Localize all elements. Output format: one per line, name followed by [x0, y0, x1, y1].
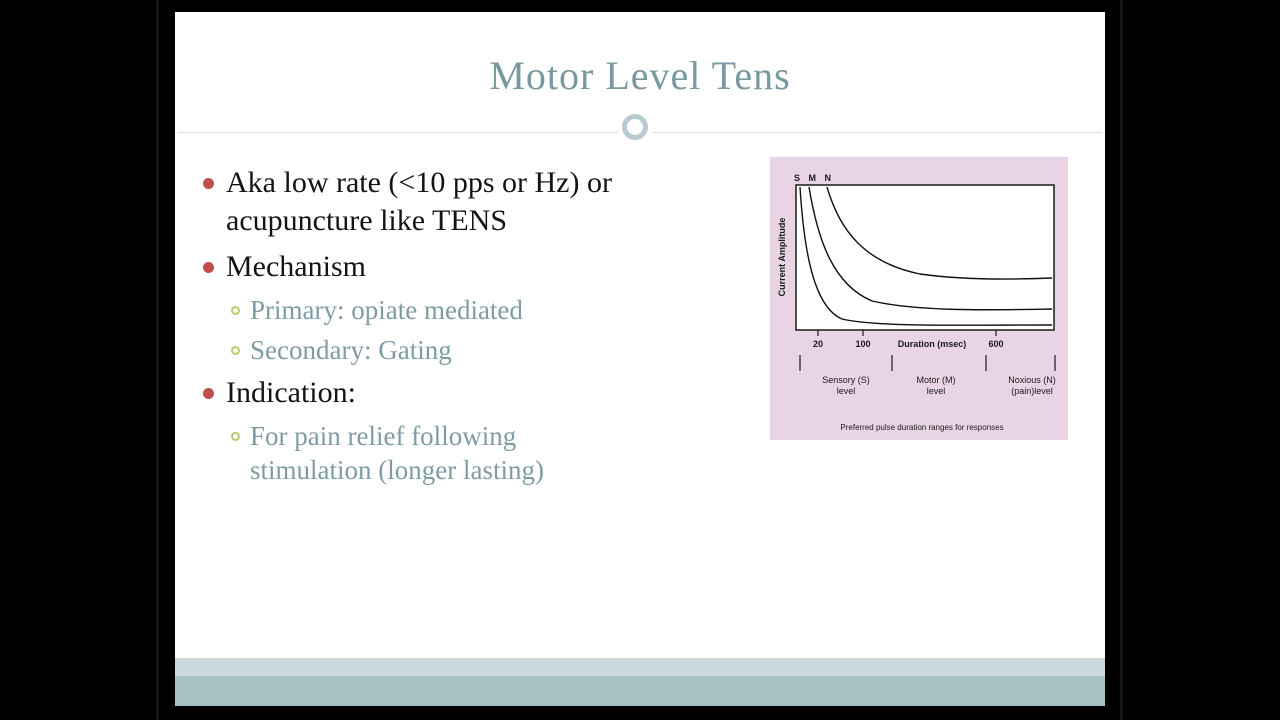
strength-duration-figure: S M N Current Amplitude 20 100 600 Durat…	[770, 157, 1068, 440]
range-label-motor-2: level	[927, 386, 946, 396]
plot-area	[795, 184, 1055, 331]
footer-strip-light	[175, 658, 1105, 676]
tick-label-100: 100	[855, 339, 870, 349]
bullet-list: Aka low rate (<10 pps or Hz) or acupunct…	[203, 164, 803, 493]
presentation-slide: Motor Level Tens Aka low rate (<10 pps o…	[175, 12, 1105, 706]
range-label-noxious-2: (pain)level	[1011, 386, 1053, 396]
noxious-curve	[826, 186, 1053, 280]
tick-label-20: 20	[813, 339, 823, 349]
bullet-text: Aka low rate (<10 pps or Hz) or acupunct…	[226, 166, 612, 238]
sub-bullet-marker-icon	[231, 306, 240, 316]
sub-bullet-text: Primary: opiate mediated	[250, 295, 523, 326]
list-item: For pain relief following stimulation (l…	[231, 420, 803, 488]
y-axis-label: Current Amplitude	[777, 218, 787, 297]
sub-bullet-text: Secondary: Gating	[250, 335, 452, 366]
list-item: Mechanism	[203, 248, 803, 286]
list-item: Secondary: Gating	[231, 334, 803, 368]
bullet-text: Mechanism	[226, 250, 366, 284]
range-label-sensory: Sensory (S)	[822, 375, 870, 385]
x-axis-label: Duration (msec)	[898, 339, 967, 349]
bullet-marker-icon	[203, 262, 214, 274]
sensory-curve	[799, 186, 1053, 326]
footer-strip-teal	[175, 676, 1105, 706]
range-label-sensory-2: level	[837, 386, 856, 396]
bullet-text: Indication:	[226, 375, 356, 409]
sub-bullet-text: For pain relief following stimulation (l…	[250, 420, 544, 485]
list-item: Aka low rate (<10 pps or Hz) or acupunct…	[203, 164, 803, 240]
figure-caption: Preferred pulse duration ranges for resp…	[840, 423, 1003, 432]
video-frame-edge-right	[1120, 0, 1123, 720]
sub-bullet-marker-icon	[231, 346, 240, 356]
curve-letters-label: S M N	[794, 173, 834, 183]
range-label-noxious: Noxious (N)	[1008, 375, 1056, 385]
bullet-marker-icon	[203, 387, 214, 399]
slide-title: Motor Level Tens	[489, 53, 791, 98]
list-item: Primary: opiate mediated	[231, 294, 803, 328]
tick-label-600: 600	[988, 339, 1003, 349]
range-label-motor: Motor (M)	[917, 375, 956, 385]
motor-curve	[808, 186, 1053, 311]
circle-ornament	[622, 114, 648, 140]
list-item: Indication:	[203, 374, 803, 412]
video-frame-edge-left	[156, 0, 159, 720]
bullet-marker-icon	[203, 178, 214, 189]
sub-bullet-marker-icon	[231, 431, 240, 441]
